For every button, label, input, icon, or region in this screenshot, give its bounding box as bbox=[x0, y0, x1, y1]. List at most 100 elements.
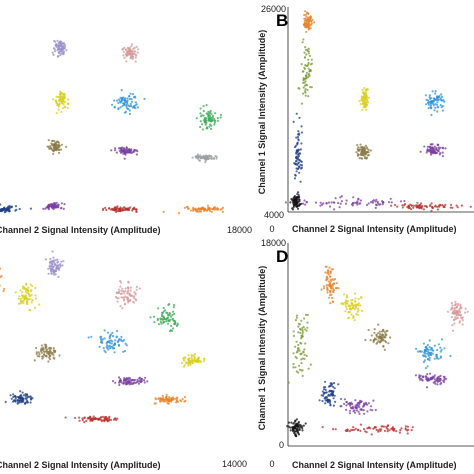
data-point bbox=[59, 54, 62, 57]
data-point bbox=[143, 379, 146, 382]
data-point bbox=[123, 379, 126, 382]
data-point bbox=[29, 295, 32, 298]
data-point bbox=[202, 105, 205, 108]
data-point bbox=[367, 151, 370, 154]
data-point bbox=[294, 355, 297, 358]
data-point bbox=[52, 205, 56, 208]
data-point bbox=[122, 290, 125, 293]
data-point bbox=[211, 119, 214, 122]
data-point bbox=[357, 146, 360, 149]
data-point bbox=[438, 379, 441, 382]
data-point bbox=[441, 204, 444, 207]
data-point bbox=[135, 45, 138, 49]
data-point bbox=[444, 147, 447, 150]
data-point bbox=[450, 308, 453, 311]
data-point bbox=[320, 288, 323, 291]
data-point bbox=[171, 398, 174, 401]
data-point bbox=[412, 204, 415, 207]
data-point bbox=[202, 114, 205, 117]
data-point bbox=[27, 292, 30, 295]
data-point bbox=[304, 19, 307, 22]
data-point bbox=[199, 361, 202, 364]
data-point bbox=[332, 283, 335, 286]
data-point bbox=[390, 201, 393, 204]
data-point bbox=[114, 207, 117, 210]
data-point bbox=[134, 60, 137, 63]
data-point bbox=[103, 329, 106, 332]
data-point bbox=[300, 319, 303, 322]
data-point bbox=[167, 303, 170, 306]
data-point bbox=[206, 204, 209, 207]
data-point bbox=[346, 300, 349, 303]
data-point bbox=[419, 350, 422, 353]
data-point bbox=[294, 144, 297, 147]
data-point bbox=[4, 400, 7, 404]
data-point bbox=[216, 116, 219, 120]
data-point bbox=[34, 286, 37, 289]
data-point bbox=[302, 86, 305, 89]
data-point bbox=[437, 146, 440, 149]
data-point bbox=[157, 397, 160, 400]
data-point bbox=[329, 291, 332, 294]
data-point bbox=[332, 404, 335, 407]
data-point bbox=[51, 139, 54, 142]
data-point bbox=[359, 296, 363, 299]
data-point bbox=[187, 207, 190, 210]
data-point bbox=[126, 292, 129, 295]
data-point bbox=[111, 345, 114, 348]
data-point bbox=[459, 310, 462, 314]
data-point bbox=[35, 352, 38, 356]
data-point bbox=[415, 205, 418, 208]
panel-d-cluster-black bbox=[286, 418, 307, 438]
data-point bbox=[199, 115, 203, 118]
data-point bbox=[61, 96, 64, 99]
data-point bbox=[202, 154, 205, 157]
data-point bbox=[198, 207, 201, 210]
data-point bbox=[422, 360, 425, 364]
data-point bbox=[390, 427, 393, 430]
data-point bbox=[182, 358, 185, 361]
data-point bbox=[353, 428, 356, 431]
data-point bbox=[133, 149, 136, 152]
data-point bbox=[115, 291, 118, 294]
data-point bbox=[307, 61, 310, 64]
data-point bbox=[125, 60, 128, 63]
data-point bbox=[344, 305, 348, 308]
data-point bbox=[134, 53, 137, 56]
data-point bbox=[327, 394, 330, 397]
data-point bbox=[309, 23, 312, 26]
data-point bbox=[59, 90, 62, 93]
data-point bbox=[305, 71, 308, 74]
data-point bbox=[60, 143, 64, 146]
data-point bbox=[31, 284, 34, 288]
data-point bbox=[308, 27, 311, 30]
data-point bbox=[132, 150, 135, 154]
data-point bbox=[359, 103, 362, 106]
data-point bbox=[306, 64, 309, 67]
data-point bbox=[348, 308, 352, 311]
data-point bbox=[309, 86, 312, 89]
panel-c-cluster-red bbox=[64, 415, 119, 424]
data-point bbox=[176, 400, 179, 403]
data-point bbox=[119, 285, 122, 288]
data-point bbox=[0, 284, 1, 287]
data-point bbox=[353, 201, 357, 204]
data-point bbox=[332, 382, 336, 385]
data-point bbox=[424, 367, 427, 370]
data-point bbox=[434, 90, 437, 93]
data-point bbox=[293, 421, 296, 424]
data-point bbox=[134, 101, 137, 104]
data-point bbox=[199, 120, 202, 123]
data-point bbox=[410, 429, 413, 432]
data-point bbox=[205, 122, 208, 125]
data-point bbox=[347, 317, 350, 320]
data-point bbox=[304, 10, 307, 13]
data-point bbox=[67, 98, 70, 101]
data-point bbox=[49, 257, 52, 260]
data-point bbox=[453, 312, 456, 315]
data-point bbox=[355, 409, 359, 412]
data-point bbox=[430, 209, 433, 212]
data-point bbox=[221, 210, 224, 213]
data-point bbox=[456, 206, 459, 209]
data-point bbox=[362, 409, 365, 412]
